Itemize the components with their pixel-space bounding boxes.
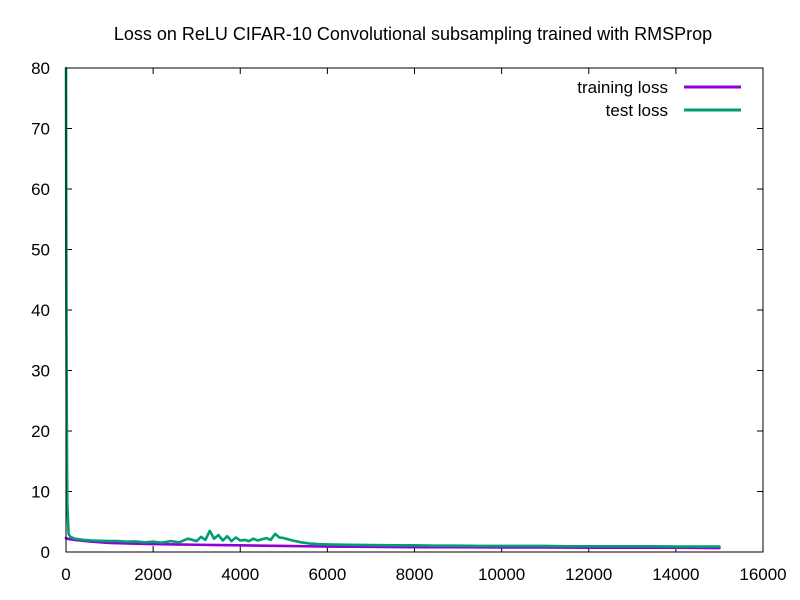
y-tick-label: 20 [31, 422, 50, 441]
y-tick-label: 10 [31, 483, 50, 502]
x-tick-label: 14000 [652, 565, 699, 584]
y-tick-label: 0 [41, 543, 50, 562]
y-tick-label: 60 [31, 180, 50, 199]
x-tick-label: 0 [61, 565, 70, 584]
legend-label: test loss [606, 101, 668, 120]
series-layer [64, 66, 721, 550]
y-tick-label: 70 [31, 120, 50, 139]
y-tick-label: 50 [31, 241, 50, 260]
y-tick-label: 80 [31, 59, 50, 78]
series-line-test-loss [64, 66, 721, 548]
x-tick-label: 4000 [221, 565, 259, 584]
x-tick-label: 16000 [739, 565, 786, 584]
x-tick-label: 12000 [565, 565, 612, 584]
legend: training loss test loss [577, 78, 741, 120]
series-line-training-loss [64, 536, 721, 550]
y-tick-label: 40 [31, 301, 50, 320]
plot-frame [65, 67, 764, 553]
x-tick-label: 10000 [478, 565, 525, 584]
x-tick-label: 2000 [134, 565, 172, 584]
axis-ticks: 0 2000 4000 6000 8000 10000 12000 14000 16000 0 10… [31, 59, 787, 584]
x-tick-label: 8000 [396, 565, 434, 584]
chart-title: Loss on ReLU CIFAR-10 Convolutional subs… [114, 24, 712, 44]
x-tick-label: 6000 [308, 565, 346, 584]
y-tick-label: 30 [31, 362, 50, 381]
legend-label: training loss [577, 78, 668, 97]
